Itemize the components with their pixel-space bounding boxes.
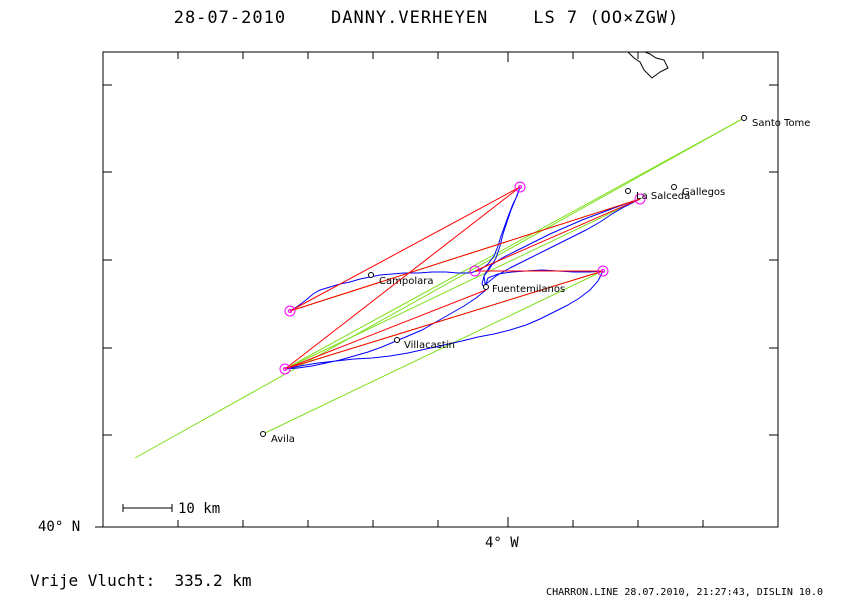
- free-flight-distance: Vrije Vlucht: 335.2 km: [30, 571, 252, 590]
- place-label: Campolara: [379, 276, 433, 287]
- turnpoint-marker-center: [288, 309, 292, 313]
- coastline-fragment: [627, 51, 669, 79]
- turnpoint-marker: [597, 265, 609, 277]
- turnpoint-marker-center: [601, 269, 605, 273]
- place-marker: [483, 284, 489, 290]
- scale-bar-label: 10 km: [178, 501, 220, 517]
- place-marker: [625, 188, 631, 194]
- flight-lines: [284, 186, 641, 370]
- place-marker: [671, 184, 677, 190]
- place-label: Gallegos: [682, 187, 725, 198]
- turnpoint-marker: [634, 193, 646, 205]
- place-marker: [741, 115, 747, 121]
- place-markers: [260, 115, 747, 437]
- scale-bar: [122, 504, 173, 512]
- map-frame: [102, 51, 779, 528]
- footer-info: CHARRON.LINE 28.07.2010, 21:27:43, DISLI…: [546, 587, 823, 598]
- turnpoint-marker: [469, 265, 481, 277]
- place-marker: [394, 337, 400, 343]
- axis-ticks: [95, 52, 778, 528]
- turnpoint-marker-center: [518, 185, 522, 189]
- place-label: Villacastin: [404, 340, 455, 351]
- gps-track: [284, 186, 641, 370]
- latitude-label: 40° N: [38, 519, 80, 535]
- turnpoint-marker: [514, 181, 526, 193]
- place-label: Fuentemilanos: [492, 284, 565, 295]
- turnpoint-marker: [279, 363, 291, 375]
- place-marker: [260, 431, 266, 437]
- longitude-label: 4° W: [485, 535, 519, 551]
- chart-title: 28-07-2010 DANNY.VERHEYEN LS 7 (OO×ZGW): [173, 8, 680, 28]
- optimal-lines: [134, 117, 745, 459]
- turnpoint-markers: [279, 181, 646, 375]
- place-label: Santo Tome: [752, 118, 810, 129]
- place-label: Avila: [271, 434, 295, 445]
- turnpoint-marker-center: [283, 367, 287, 371]
- place-label: La Salceda: [636, 191, 690, 202]
- place-marker: [368, 272, 374, 278]
- turnpoint-marker: [284, 305, 296, 317]
